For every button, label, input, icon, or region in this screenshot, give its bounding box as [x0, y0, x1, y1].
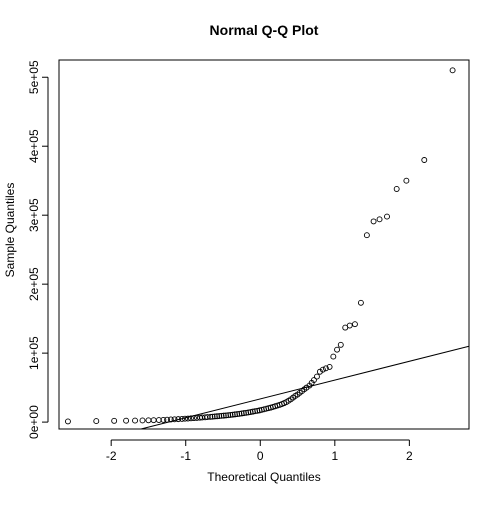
- qq-reference-line: [140, 345, 470, 430]
- data-point: [322, 365, 329, 372]
- data-point: [330, 353, 337, 360]
- data-point: [214, 413, 220, 420]
- data-point: [370, 218, 377, 225]
- data-point: [363, 232, 370, 239]
- data-point: [240, 410, 247, 417]
- data-point: [225, 412, 232, 419]
- data-point: [310, 377, 317, 383]
- data-point: [139, 417, 146, 424]
- x-tick-label: 1: [331, 449, 338, 463]
- y-tick-label: 5e+05: [27, 60, 41, 94]
- data-point: [179, 415, 185, 422]
- data-point: [209, 413, 216, 420]
- x-tick-label: 0: [257, 449, 264, 463]
- data-point: [313, 373, 320, 380]
- y-axis-label: Sample Quantiles: [3, 183, 17, 278]
- data-point: [326, 363, 333, 370]
- y-tick-label: 1e+05: [27, 336, 41, 370]
- data-point: [227, 411, 234, 418]
- data-point: [207, 413, 214, 420]
- data-point: [160, 416, 167, 423]
- data-point: [337, 341, 344, 348]
- plot-area: -2 -1 0 1 2 0e+00 1e+05 2e+05 3e+05 4e+05 5e+05: [27, 59, 470, 463]
- data-point: [236, 410, 243, 417]
- data-point: [223, 412, 229, 419]
- data-point: [64, 418, 71, 425]
- data-point: [346, 322, 353, 329]
- data-point: [132, 417, 138, 424]
- data-point: [231, 411, 238, 418]
- data-point: [175, 416, 182, 423]
- data-point: [334, 346, 341, 353]
- data-point: [238, 410, 245, 417]
- data-point: [393, 186, 400, 192]
- data-point: [190, 415, 197, 422]
- x-tick-label: -2: [106, 449, 117, 463]
- data-point: [421, 157, 428, 163]
- data-point: [164, 416, 171, 423]
- data-point: [449, 67, 456, 74]
- data-point: [229, 411, 236, 418]
- data-point: [218, 412, 225, 419]
- data-point: [319, 366, 326, 373]
- plot-frame: [58, 59, 470, 430]
- data-point: [93, 418, 100, 425]
- data-point: [187, 415, 194, 422]
- data-point: [403, 177, 410, 184]
- data-point: [220, 412, 227, 419]
- x-tick-label: 2: [406, 449, 413, 463]
- x-axis-label: Theoretical Quantiles: [207, 470, 320, 484]
- data-point: [171, 416, 178, 423]
- data-point: [185, 415, 191, 422]
- data-point: [111, 417, 118, 424]
- data-point: [357, 299, 364, 306]
- y-tick-label: 2e+05: [27, 267, 41, 301]
- y-tick-label: 3e+05: [27, 198, 41, 232]
- data-point: [216, 413, 223, 419]
- data-point: [234, 411, 241, 418]
- data-point: [351, 321, 358, 328]
- data-point: [182, 415, 188, 422]
- data-point: [376, 216, 383, 223]
- data-point: [384, 213, 390, 220]
- data-point: [211, 413, 218, 420]
- x-tick-label: -1: [180, 449, 191, 463]
- data-point: [167, 416, 174, 423]
- y-tick-label: 4e+05: [27, 129, 41, 163]
- data-point: [123, 417, 130, 424]
- y-tick-label: 0e+00: [27, 405, 41, 439]
- data-point: [155, 417, 162, 423]
- chart-title: Normal Q-Q Plot: [210, 22, 319, 38]
